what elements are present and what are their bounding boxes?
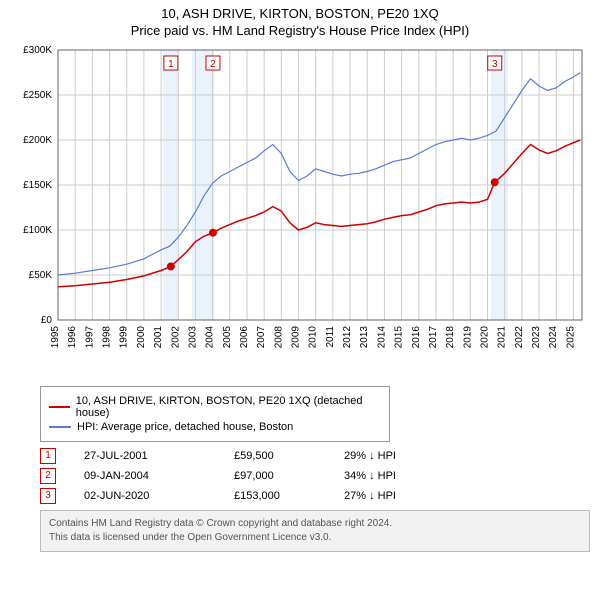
svg-text:2014: 2014 <box>376 326 387 349</box>
svg-text:2022: 2022 <box>514 326 525 349</box>
svg-text:2002: 2002 <box>170 326 181 349</box>
legend: 10, ASH DRIVE, KIRTON, BOSTON, PE20 1XQ … <box>40 386 390 442</box>
svg-text:2018: 2018 <box>445 326 456 349</box>
chart-svg: £0 £50K £100K £150K £200K £250K £300K 1995 1996 1… <box>10 40 590 380</box>
svg-text:2000: 2000 <box>136 326 147 349</box>
legend-swatch <box>49 426 71 428</box>
svg-text:2006: 2006 <box>239 326 250 349</box>
svg-text:2005: 2005 <box>222 326 233 349</box>
chart-title-address: 10, ASH DRIVE, KIRTON, BOSTON, PE20 1XQ <box>10 6 590 21</box>
titles: 10, ASH DRIVE, KIRTON, BOSTON, PE20 1XQ … <box>0 0 600 40</box>
svg-text:2025: 2025 <box>565 326 576 349</box>
tx-price: £59,500 <box>234 450 344 462</box>
svg-text:1: 1 <box>168 59 174 70</box>
tx-marker-icon: 3 <box>40 488 56 504</box>
legend-label: HPI: Average price, detached house, Bost… <box>77 421 293 433</box>
svg-text:1999: 1999 <box>119 326 130 349</box>
svg-text:1996: 1996 <box>67 326 78 349</box>
svg-text:£100K: £100K <box>23 225 52 236</box>
svg-text:2016: 2016 <box>411 326 422 349</box>
svg-text:2023: 2023 <box>531 326 542 349</box>
tx-date: 09-JAN-2004 <box>84 470 234 482</box>
table-row: 3 02-JUN-2020 £153,000 27% ↓ HPI <box>40 488 590 504</box>
svg-text:£150K: £150K <box>23 180 52 191</box>
tx-date: 02-JUN-2020 <box>84 490 234 502</box>
footer-line: Contains HM Land Registry data © Crown c… <box>49 517 581 531</box>
svg-text:2008: 2008 <box>273 326 284 349</box>
tx-hpi-diff: 27% ↓ HPI <box>344 490 444 502</box>
transactions-table: 1 27-JUL-2001 £59,500 29% ↓ HPI 2 09-JAN… <box>40 448 590 504</box>
tx-hpi-diff: 34% ↓ HPI <box>344 470 444 482</box>
svg-text:£200K: £200K <box>23 135 52 146</box>
chart: £0 £50K £100K £150K £200K £250K £300K 1995 1996 1… <box>10 40 590 380</box>
table-row: 1 27-JUL-2001 £59,500 29% ↓ HPI <box>40 448 590 464</box>
svg-text:£250K: £250K <box>23 90 52 101</box>
svg-text:2021: 2021 <box>497 326 508 349</box>
svg-text:2020: 2020 <box>480 326 491 349</box>
tx-price: £153,000 <box>234 490 344 502</box>
svg-text:2012: 2012 <box>342 326 353 349</box>
legend-label: 10, ASH DRIVE, KIRTON, BOSTON, PE20 1XQ … <box>76 395 381 419</box>
figure-container: 10, ASH DRIVE, KIRTON, BOSTON, PE20 1XQ … <box>0 0 600 552</box>
svg-text:1995: 1995 <box>50 326 61 349</box>
svg-text:1997: 1997 <box>84 326 95 349</box>
svg-text:2024: 2024 <box>548 326 559 349</box>
svg-text:2004: 2004 <box>205 326 216 349</box>
svg-text:2009: 2009 <box>291 326 302 349</box>
svg-text:2010: 2010 <box>308 326 319 349</box>
tx-marker-icon: 1 <box>40 448 56 464</box>
svg-text:£300K: £300K <box>23 45 52 56</box>
svg-text:2003: 2003 <box>187 326 198 349</box>
chart-title-subtitle: Price paid vs. HM Land Registry's House … <box>10 23 590 38</box>
svg-text:2001: 2001 <box>153 326 164 349</box>
svg-text:2007: 2007 <box>256 326 267 349</box>
svg-text:2: 2 <box>210 59 216 70</box>
svg-text:2013: 2013 <box>359 326 370 349</box>
tx-marker-icon: 2 <box>40 468 56 484</box>
svg-text:3: 3 <box>492 59 498 70</box>
tx-hpi-diff: 29% ↓ HPI <box>344 450 444 462</box>
svg-text:2015: 2015 <box>394 326 405 349</box>
svg-text:2017: 2017 <box>428 326 439 349</box>
legend-item: HPI: Average price, detached house, Bost… <box>49 421 381 433</box>
svg-text:1998: 1998 <box>102 326 113 349</box>
table-row: 2 09-JAN-2004 £97,000 34% ↓ HPI <box>40 468 590 484</box>
tx-price: £97,000 <box>234 470 344 482</box>
tx-date: 27-JUL-2001 <box>84 450 234 462</box>
svg-text:2011: 2011 <box>325 326 336 348</box>
legend-swatch <box>49 406 70 408</box>
svg-text:£50K: £50K <box>29 270 53 281</box>
attribution-footer: Contains HM Land Registry data © Crown c… <box>40 510 590 552</box>
svg-text:£0: £0 <box>41 315 53 326</box>
svg-text:2019: 2019 <box>462 326 473 349</box>
footer-line: This data is licensed under the Open Gov… <box>49 531 581 545</box>
legend-item: 10, ASH DRIVE, KIRTON, BOSTON, PE20 1XQ … <box>49 395 381 419</box>
